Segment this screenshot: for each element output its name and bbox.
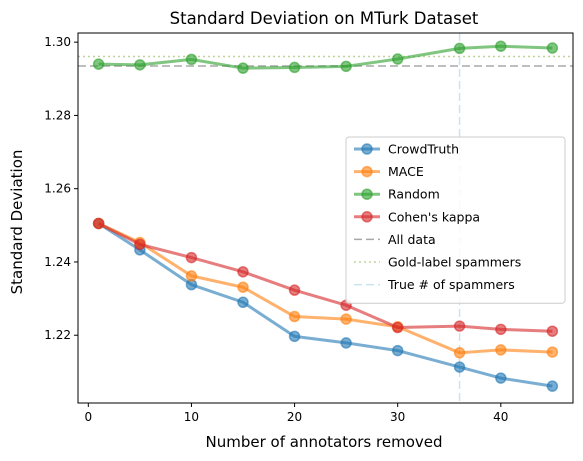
plot-area: 0 10 20 30 40 1.22 1.24 1.26 1.28 1.30 CrowdTruth M… xyxy=(44,32,574,424)
series-random xyxy=(92,40,559,74)
data-point-random xyxy=(237,62,249,74)
x-axis-label: Number of annotators removed xyxy=(206,433,443,451)
data-point-cohen-s-kappa xyxy=(453,320,466,332)
legend-box xyxy=(345,136,566,304)
legend-swatch-marker xyxy=(361,143,373,155)
y-axis-label: Standard Deviation xyxy=(8,150,26,295)
series-line-random xyxy=(98,44,553,70)
y-tick-label: 1.30 xyxy=(44,35,71,49)
data-point-cohen-s-kappa xyxy=(92,217,105,230)
x-tick-label: 20 xyxy=(287,410,302,424)
data-point-random xyxy=(288,61,301,74)
data-point-mace xyxy=(495,344,507,356)
series-line-crowdtruth xyxy=(97,222,553,388)
legend-entry-label: All data xyxy=(388,232,436,247)
legend-swatch-marker xyxy=(361,165,373,178)
data-point-crowdtruth xyxy=(391,344,404,357)
data-point-crowdtruth xyxy=(453,361,466,373)
data-point-cohen-s-kappa xyxy=(134,238,146,251)
data-point-random xyxy=(546,42,559,54)
data-point-cohen-s-kappa xyxy=(546,325,559,337)
data-point-crowdtruth xyxy=(237,296,249,309)
data-point-cohen-s-kappa xyxy=(288,284,301,296)
axes-frame xyxy=(77,32,574,404)
data-point-mace xyxy=(340,313,352,325)
y-tick-label: 1.22 xyxy=(44,328,71,342)
legend-entry-label: Cohen's kappa xyxy=(388,209,480,224)
data-point-cohen-s-kappa xyxy=(237,266,249,278)
data-point-crowdtruth xyxy=(340,337,352,349)
legend-swatch-marker xyxy=(361,211,373,223)
legend-entry-label: MACE xyxy=(388,164,424,179)
data-point-mace xyxy=(288,310,301,323)
chart-title: Standard Deviation on MTurk Dataset xyxy=(170,9,479,28)
data-point-random xyxy=(495,40,507,52)
series-cohen-s-kappa xyxy=(92,217,559,337)
legend-entry-label: CrowdTruth xyxy=(388,142,459,157)
y-tick-label: 1.26 xyxy=(44,182,71,196)
data-point-random xyxy=(134,59,146,71)
plot-inner xyxy=(78,33,573,403)
legend-entry-label: True # of spammers xyxy=(387,277,515,292)
data-point-cohen-s-kappa xyxy=(495,323,507,336)
data-point-crowdtruth xyxy=(288,330,301,343)
data-point-random xyxy=(391,53,404,65)
y-tick-label: 1.24 xyxy=(44,255,71,269)
x-tick-label: 40 xyxy=(493,410,508,424)
legend: CrowdTruth MACE Random Cohen's kappa All dat… xyxy=(345,136,566,304)
data-point-cohen-s-kappa xyxy=(185,251,198,264)
legend-entry-label: Gold-label spammers xyxy=(388,255,521,270)
x-tick-label: 10 xyxy=(184,410,199,424)
data-point-cohen-s-kappa xyxy=(391,321,404,334)
x-tick-label: 0 xyxy=(84,410,92,424)
data-point-crowdtruth xyxy=(546,380,559,392)
series-line-mace xyxy=(98,222,553,355)
y-tick-label: 1.28 xyxy=(44,108,71,122)
data-point-crowdtruth xyxy=(495,372,507,384)
data-point-random xyxy=(92,58,105,70)
legend-entry-label: Random xyxy=(388,187,440,202)
data-point-mace xyxy=(453,347,466,359)
data-point-mace xyxy=(185,270,198,282)
data-point-random xyxy=(185,53,198,66)
series-line-cohen-s-kappa xyxy=(97,222,553,333)
data-point-mace xyxy=(237,281,249,293)
data-point-random xyxy=(453,42,466,55)
data-point-mace xyxy=(546,346,559,358)
legend-swatch-marker xyxy=(361,188,373,200)
data-point-random xyxy=(340,60,352,73)
x-tick-label: 30 xyxy=(390,410,405,424)
